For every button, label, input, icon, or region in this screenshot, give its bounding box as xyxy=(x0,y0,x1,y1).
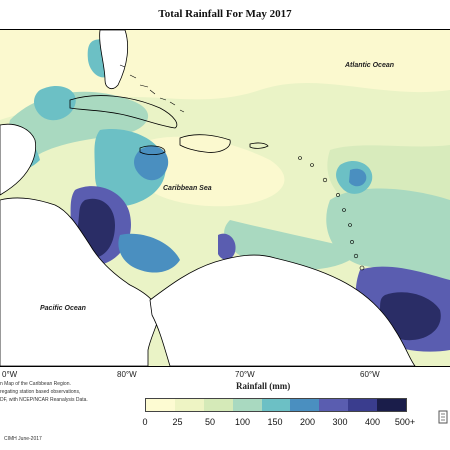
colorbar-segment xyxy=(290,399,320,411)
colorbar-tick-label: 150 xyxy=(267,417,283,427)
colorbar-title: Rainfall (mm) xyxy=(236,381,291,391)
pacific-ocean-label: Pacific Ocean xyxy=(40,305,86,312)
colorbar-tick-label: 300 xyxy=(332,417,348,427)
colorbar-segment xyxy=(377,399,407,411)
colorbar-tick-label: 500+ xyxy=(394,417,416,427)
colorbar-tick-label: 50 xyxy=(204,417,216,427)
colorbar-tick-label: 100 xyxy=(234,417,251,427)
footnote-line-2: regating station based observations, xyxy=(0,389,81,395)
colorbar-segment xyxy=(232,399,262,411)
atlantic-ocean-label: Atlantic Ocean xyxy=(345,62,395,69)
colorbar-tick-label: 0 xyxy=(142,417,148,427)
lon-tick-0: 0°W xyxy=(2,370,18,379)
colorbar-segment xyxy=(146,399,175,411)
colorbar-tick-label: 400 xyxy=(364,417,381,427)
lon-tick-70w: 70°W xyxy=(235,370,255,379)
map-title: Total Rainfall For May 2017 xyxy=(158,8,292,20)
cimh-logo-icon xyxy=(438,410,448,424)
footnote-line-3: DF, with NCEP/NCAR Reanalysis Data. xyxy=(0,397,88,403)
colorbar-segment xyxy=(174,399,204,411)
colorbar-segment xyxy=(203,399,233,411)
footnote-line-1: n Map of the Caribbean Region. xyxy=(0,381,71,387)
lon-tick-60w: 60°W xyxy=(360,370,380,379)
lon-tick-80w: 80°W xyxy=(117,370,137,379)
colorbar xyxy=(145,398,407,412)
rainfall-map xyxy=(0,29,450,367)
colorbar-tick-label: 200 xyxy=(299,417,316,427)
colorbar-segment xyxy=(319,399,349,411)
colorbar-segment xyxy=(261,399,291,411)
caribbean-sea-label: Caribbean Sea xyxy=(163,185,212,192)
colorbar-tick-label: 25 xyxy=(172,417,183,427)
credit-text: CIMH June-2017 xyxy=(4,436,42,442)
colorbar-segment xyxy=(348,399,378,411)
